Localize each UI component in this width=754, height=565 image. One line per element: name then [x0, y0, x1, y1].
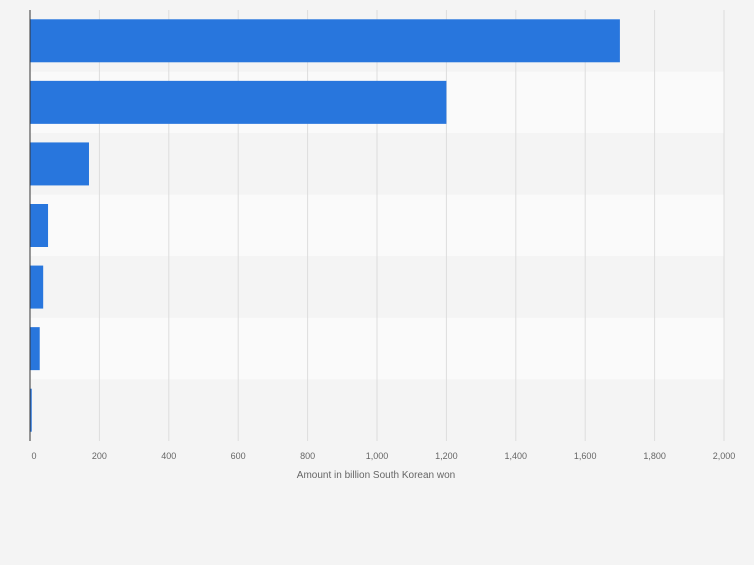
bar[interactable]: [30, 142, 89, 186]
x-tick-label: 1,600: [574, 451, 597, 461]
bar[interactable]: [30, 204, 49, 247]
x-tick-label: 0: [31, 451, 36, 461]
bar[interactable]: [30, 19, 620, 63]
x-tick-label: 1,800: [643, 451, 666, 461]
x-tick-label: 1,200: [435, 451, 458, 461]
x-axis-label: Amount in billion South Korean won: [297, 470, 455, 481]
x-tick-label: 400: [161, 451, 176, 461]
x-tick-label: 1,000: [366, 451, 389, 461]
x-tick-labels: 0 200 400 600 800 1,000 1,200 1,400 1,600 1,800 2,…: [31, 451, 735, 461]
x-tick-label: 800: [300, 451, 315, 461]
bar[interactable]: [30, 80, 447, 124]
bar[interactable]: [30, 265, 44, 309]
x-tick-label: 600: [231, 451, 246, 461]
x-tick-label: 200: [92, 451, 107, 461]
x-tick-label: 1,400: [505, 451, 528, 461]
bar[interactable]: [30, 327, 40, 371]
bars: [30, 19, 620, 432]
bar[interactable]: [30, 388, 32, 432]
x-tick-label: 2,000: [713, 451, 736, 461]
